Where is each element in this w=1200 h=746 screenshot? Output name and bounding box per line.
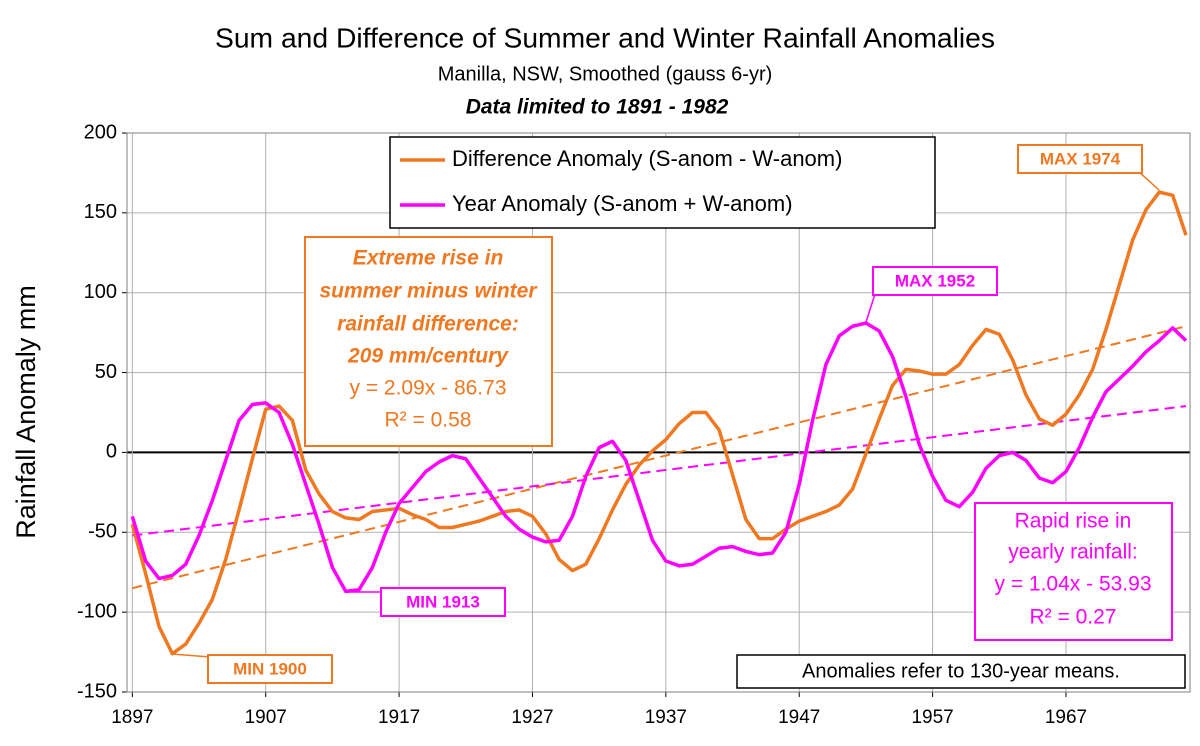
chart-title: Sum and Difference of Summer and Winter … [215, 22, 995, 53]
y-tick-label: -50 [88, 521, 117, 543]
annotation-text: y = 2.09x - 86.73 [349, 377, 506, 400]
callout-label: MAX 1952 [895, 271, 975, 290]
footnote-box [736, 654, 1186, 689]
x-tick-label: 1927 [511, 707, 553, 728]
callout-box [1017, 144, 1143, 174]
y-axis-label: Rainfall Anomaly mm [11, 285, 41, 539]
callout-leader [171, 653, 211, 658]
legend-label: Year Anomaly (S-anom + W-anom) [452, 191, 793, 216]
data-line [130, 321, 1188, 594]
y-tick-label: 0 [106, 441, 117, 463]
legend-box [389, 136, 936, 229]
y-tick-label: 150 [84, 201, 117, 223]
callout-label: MIN 1913 [406, 592, 480, 611]
y-tick-label: -100 [77, 600, 117, 622]
annotation-text: R² = 0.58 [385, 409, 472, 432]
x-tick-label: 1907 [245, 707, 287, 728]
chart-subtitle: Manilla, NSW, Smoothed (gauss 6-yr) [438, 63, 773, 85]
annotation-box [304, 236, 553, 447]
callout-label: MAX 1974 [1040, 149, 1121, 168]
footnote: Anomalies refer to 130-year means. [802, 660, 1120, 682]
annotation-box [974, 502, 1173, 641]
plot-border [126, 132, 1191, 693]
x-tick-label: 1897 [111, 707, 153, 728]
annotation-text: R² = 0.27 [1030, 606, 1117, 629]
annotation-text: summer minus winter [319, 280, 538, 303]
annotation-text: y = 1.04x - 53.93 [994, 573, 1151, 596]
callout-leader [865, 290, 877, 323]
x-tick-label: 1957 [911, 707, 953, 728]
y-tick-label: 100 [84, 281, 117, 303]
annotation-text: 209 mm/century [347, 345, 509, 368]
data-line [130, 190, 1188, 656]
callout-leader [1137, 170, 1160, 191]
callout-label: MIN 1900 [233, 659, 307, 678]
trend-line [132, 405, 1187, 537]
chart-subtitle: Data limited to 1891 - 1982 [466, 96, 729, 119]
callout-box [207, 654, 333, 684]
y-tick-label: -150 [77, 680, 117, 702]
annotation-text: yearly rainfall: [1008, 541, 1138, 564]
x-tick-label: 1937 [645, 707, 687, 728]
y-tick-label: 50 [95, 361, 117, 383]
annotation-text: rainfall difference: [337, 313, 519, 336]
y-tick-label: 200 [84, 121, 117, 143]
callout-box [380, 587, 506, 617]
x-tick-label: 1947 [778, 707, 820, 728]
annotation-text: Rapid rise in [1015, 510, 1132, 533]
callout-box [872, 266, 998, 296]
annotation-text: Extreme rise in [353, 247, 504, 270]
legend-label: Difference Anomaly (S-anom - W-anom) [452, 146, 842, 171]
x-tick-label: 1917 [378, 707, 420, 728]
x-tick-label: 1967 [1045, 707, 1087, 728]
trend-line [132, 325, 1187, 590]
